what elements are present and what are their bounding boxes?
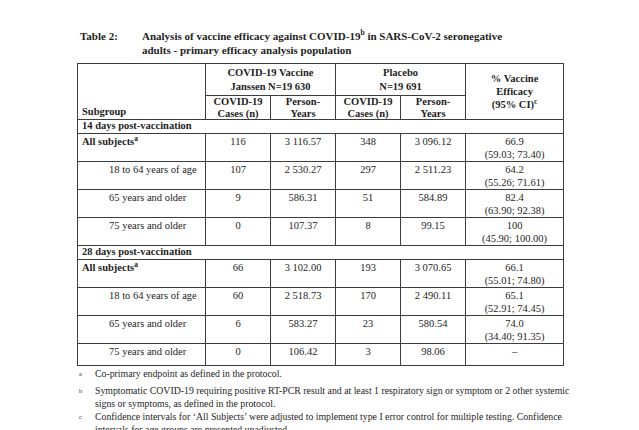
footnote-ref-a: a	[134, 134, 138, 143]
footnote-marker: a	[79, 367, 95, 384]
vaccine-person-years-cell: 106.42	[271, 344, 336, 366]
vaccine-efficacy-cell: 66.9(59.03; 73.40)	[466, 134, 564, 162]
table-row: All subjectsa 66 3 102.00 193 3 070.65 6…	[78, 260, 564, 288]
footnotes: a Co-primary endpoint as defined in the …	[79, 367, 579, 430]
section-header: 28 days post-vaccination	[78, 246, 564, 260]
table-row: 75 years and older 0 106.42 3 98.06 –	[78, 344, 564, 366]
placebo-person-years-cell: 3 070.65	[401, 260, 466, 288]
placebo-cases-cell: 8	[336, 218, 401, 246]
footnote-ref-c: c	[534, 97, 537, 106]
footnote-text: Symptomatic COVID-19 requiring positive …	[95, 384, 579, 410]
vaccine-efficacy-cell: 100(45.90; 100.00)	[466, 218, 564, 246]
placebo-cases-cell: 23	[336, 316, 401, 344]
vaccine-cases-cell: 66	[206, 260, 271, 288]
table-row: 65 years and older 9 586.31 51 584.89 82…	[78, 190, 564, 218]
table-title-line2: adults - primary efficacy analysis popul…	[142, 44, 522, 58]
column-group-vaccine: COVID-19 Vaccine Janssen N=19 630	[206, 64, 336, 96]
vaccine-person-years-cell: 3 102.00	[271, 260, 336, 288]
vaccine-cases-cell: 6	[206, 316, 271, 344]
efficacy-table: Subgroup COVID-19 Vaccine Janssen N=19 6…	[77, 63, 564, 366]
placebo-cases-cell: 170	[336, 288, 401, 316]
vaccine-person-years-cell: 583.27	[271, 316, 336, 344]
vaccine-person-years-cell: 2 530.27	[271, 162, 336, 190]
placebo-cases-cell: 3	[336, 344, 401, 366]
vaccine-person-years-cell: 586.31	[271, 190, 336, 218]
vaccine-efficacy-cell: 82.4(63.90; 92.38)	[466, 190, 564, 218]
placebo-cases-cell: 51	[336, 190, 401, 218]
subgroup-cell: 75 years and older	[78, 344, 206, 366]
footnote-ref-a: a	[134, 260, 138, 269]
table-row: All subjectsa 116 3 116.57 348 3 096.12 …	[78, 134, 564, 162]
table-title-text: Analysis of vaccine efficacy against COV…	[142, 30, 522, 57]
section-header: 14 days post-vaccination	[78, 120, 564, 134]
vaccine-cases-cell: 0	[206, 218, 271, 246]
column-header-placebo-person-years: Person-Years	[401, 96, 466, 120]
vaccine-person-years-cell: 3 116.57	[271, 134, 336, 162]
vaccine-cases-cell: 116	[206, 134, 271, 162]
placebo-cases-cell: 348	[336, 134, 401, 162]
vaccine-efficacy-cell: –	[466, 344, 564, 366]
vaccine-efficacy-cell: 64.2(55.26; 71.61)	[466, 162, 564, 190]
placebo-cases-cell: 193	[336, 260, 401, 288]
vaccine-cases-cell: 60	[206, 288, 271, 316]
footnote-marker: b	[79, 384, 95, 410]
footnote-b: b Symptomatic COVID-19 requiring positiv…	[79, 384, 579, 410]
subgroup-cell: All subjectsa	[78, 260, 206, 288]
table-title-label: Table 2:	[80, 30, 142, 57]
table-title-line1: Analysis of vaccine efficacy against COV…	[142, 30, 522, 44]
vaccine-efficacy-cell: 66.1(55.01; 74.80)	[466, 260, 564, 288]
subgroup-cell: 18 to 64 years of age	[78, 288, 206, 316]
subgroup-cell: 75 years and older	[78, 218, 206, 246]
placebo-person-years-cell: 99.15	[401, 218, 466, 246]
placebo-person-years-cell: 580.54	[401, 316, 466, 344]
vaccine-person-years-cell: 107.37	[271, 218, 336, 246]
column-header-vaccine-cases: COVID-19Cases (n)	[206, 96, 271, 120]
subgroup-cell: All subjectsa	[78, 134, 206, 162]
footnote-c: c Confidence intervals for ‘All Subjects…	[79, 410, 579, 430]
column-header-subgroup: Subgroup	[78, 64, 206, 120]
subgroup-cell: 18 to 64 years of age	[78, 162, 206, 190]
column-header-placebo-cases: COVID-19Cases (n)	[336, 96, 401, 120]
vaccine-efficacy-cell: 65.1(52.91; 74.45)	[466, 288, 564, 316]
table-row: 18 to 64 years of age 60 2 518.73 170 2 …	[78, 288, 564, 316]
column-header-vaccine-person-years: Person-Years	[271, 96, 336, 120]
footnote-a: a Co-primary endpoint as defined in the …	[79, 367, 579, 384]
table-title: Table 2: Analysis of vaccine efficacy ag…	[80, 30, 522, 57]
footnote-marker: c	[79, 410, 95, 430]
table-row: 75 years and older 0 107.37 8 99.15 100(…	[78, 218, 564, 246]
vaccine-cases-cell: 107	[206, 162, 271, 190]
vaccine-cases-cell: 9	[206, 190, 271, 218]
footnote-text: Confidence intervals for ‘All Subjects’ …	[95, 410, 579, 430]
placebo-person-years-cell: 98.06	[401, 344, 466, 366]
column-group-placebo: Placebo N=19 691	[336, 64, 466, 96]
column-header-vaccine-efficacy: % Vaccine Efficacy (95% CI)c	[466, 64, 564, 120]
subgroup-cell: 65 years and older	[78, 190, 206, 218]
section-row-14-days: 14 days post-vaccination	[78, 120, 564, 134]
placebo-person-years-cell: 2 490.11	[401, 288, 466, 316]
placebo-person-years-cell: 2 511.23	[401, 162, 466, 190]
table-row: 65 years and older 6 583.27 23 580.54 74…	[78, 316, 564, 344]
placebo-person-years-cell: 3 096.12	[401, 134, 466, 162]
placebo-cases-cell: 297	[336, 162, 401, 190]
placebo-person-years-cell: 584.89	[401, 190, 466, 218]
vaccine-cases-cell: 0	[206, 344, 271, 366]
table-row: 18 to 64 years of age 107 2 530.27 297 2…	[78, 162, 564, 190]
vaccine-efficacy-cell: 74.0(34.40; 91.35)	[466, 316, 564, 344]
subgroup-cell: 65 years and older	[78, 316, 206, 344]
vaccine-person-years-cell: 2 518.73	[271, 288, 336, 316]
section-row-28-days: 28 days post-vaccination	[78, 246, 564, 260]
document-page: Table 2: Analysis of vaccine efficacy ag…	[0, 0, 639, 430]
footnote-text: Co-primary endpoint as defined in the pr…	[95, 367, 579, 384]
